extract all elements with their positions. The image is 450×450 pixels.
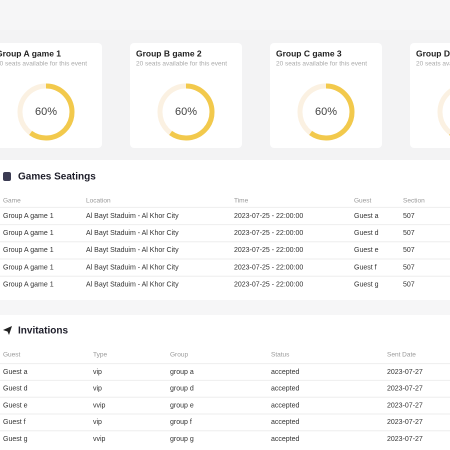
cell: Group A game 1 — [3, 264, 54, 271]
column-header: Guest — [354, 198, 372, 205]
cell: Al Bayt Staduim - Al Khor City — [86, 247, 179, 254]
cell: vip — [93, 369, 102, 376]
column-header: Time — [234, 198, 249, 205]
cell: 507 — [403, 247, 415, 254]
cell: 2023-07-27 — [387, 369, 423, 376]
cell: Al Bayt Staduim - Al Khor City — [86, 264, 179, 271]
column-header: Location — [86, 198, 111, 205]
cell: vip — [93, 386, 102, 393]
ring-progress — [17, 83, 75, 141]
card — [0, 43, 102, 148]
cell: Guest a — [354, 213, 379, 220]
card-subtitle: 20 seats available for this event — [0, 61, 87, 68]
cell: vip — [93, 419, 102, 426]
cell: 2023-07-27 — [387, 402, 423, 409]
column-header: Group — [170, 352, 188, 359]
card-title: Group A game 1 — [0, 48, 61, 58]
cell: Guest g — [354, 282, 379, 289]
cell: 2023-07-25 - 22:00:00 — [234, 282, 303, 289]
cell: Group A game 1 — [3, 282, 54, 289]
column-header: Sent Date — [387, 352, 416, 359]
column-header: Game — [3, 198, 21, 205]
card-subtitle: 20 seats available for this event — [276, 61, 367, 68]
cell: vvip — [93, 402, 106, 409]
cell: Guest d — [354, 230, 379, 237]
column-header: Type — [93, 352, 107, 359]
cell: accepted — [271, 436, 300, 443]
cell: Guest e — [354, 247, 379, 254]
card-subtitle: 20 seats available for this event — [136, 61, 227, 68]
section-title: Games Seatings — [18, 172, 96, 183]
cell: Al Bayt Staduim - Al Khor City — [86, 213, 179, 220]
section-title: Invitations — [18, 326, 68, 337]
column-header: Status — [271, 352, 290, 359]
cell: accepted — [271, 369, 300, 376]
cell: group d — [170, 386, 194, 393]
seating-icon — [3, 172, 11, 181]
cell: 507 — [403, 264, 415, 271]
cell: vvip — [93, 436, 106, 443]
column-header: Guest — [3, 352, 21, 359]
ring-progress — [157, 83, 215, 141]
cell: group e — [170, 402, 194, 409]
cell: group f — [170, 419, 192, 426]
card-subtitle: 20 seats available for this event — [416, 61, 450, 68]
cell: Group A game 1 — [3, 230, 54, 237]
card-title: Group B game 2 — [136, 48, 202, 58]
ring-progress — [297, 83, 355, 141]
card — [130, 43, 242, 148]
cell: 2023-07-27 — [387, 386, 423, 393]
cell: Guest e — [3, 402, 28, 409]
cell: Al Bayt Staduim - Al Khor City — [86, 282, 179, 289]
cell: 2023-07-25 - 22:00:00 — [234, 213, 303, 220]
ring-track — [437, 88, 450, 136]
ring-label: 60% — [315, 106, 337, 118]
cell: group g — [170, 436, 194, 443]
cell: Group A game 1 — [3, 213, 54, 220]
cell: 507 — [403, 230, 415, 237]
column-header: Section — [403, 198, 425, 205]
cell: accepted — [271, 386, 300, 393]
cell: group a — [170, 369, 194, 376]
cell: Guest a — [3, 369, 28, 376]
card-title: Group D game 4 — [416, 48, 450, 58]
cell: 2023-07-25 - 22:00:00 — [234, 230, 303, 237]
cell: Group A game 1 — [3, 247, 54, 254]
cell: 2023-07-27 — [387, 436, 423, 443]
invitations-icon — [3, 326, 12, 335]
invitations-panel — [0, 315, 450, 450]
cell: Guest f — [354, 264, 377, 271]
cell: Guest d — [3, 386, 28, 393]
cell: Al Bayt Staduim - Al Khor City — [86, 230, 179, 237]
cell: 2023-07-27 — [387, 419, 423, 426]
cell: 2023-07-25 - 22:00:00 — [234, 247, 303, 254]
cell: 507 — [403, 213, 415, 220]
ring-label: 60% — [35, 106, 57, 118]
ring-label: 60% — [175, 106, 197, 118]
cell: accepted — [271, 402, 300, 409]
cell: 2023-07-25 - 22:00:00 — [234, 264, 303, 271]
card-title: Group C game 3 — [276, 48, 342, 58]
cell: Guest g — [3, 436, 28, 443]
cell: 507 — [403, 282, 415, 289]
cell: accepted — [271, 419, 300, 426]
card — [270, 43, 382, 148]
cell: Guest f — [3, 419, 26, 426]
